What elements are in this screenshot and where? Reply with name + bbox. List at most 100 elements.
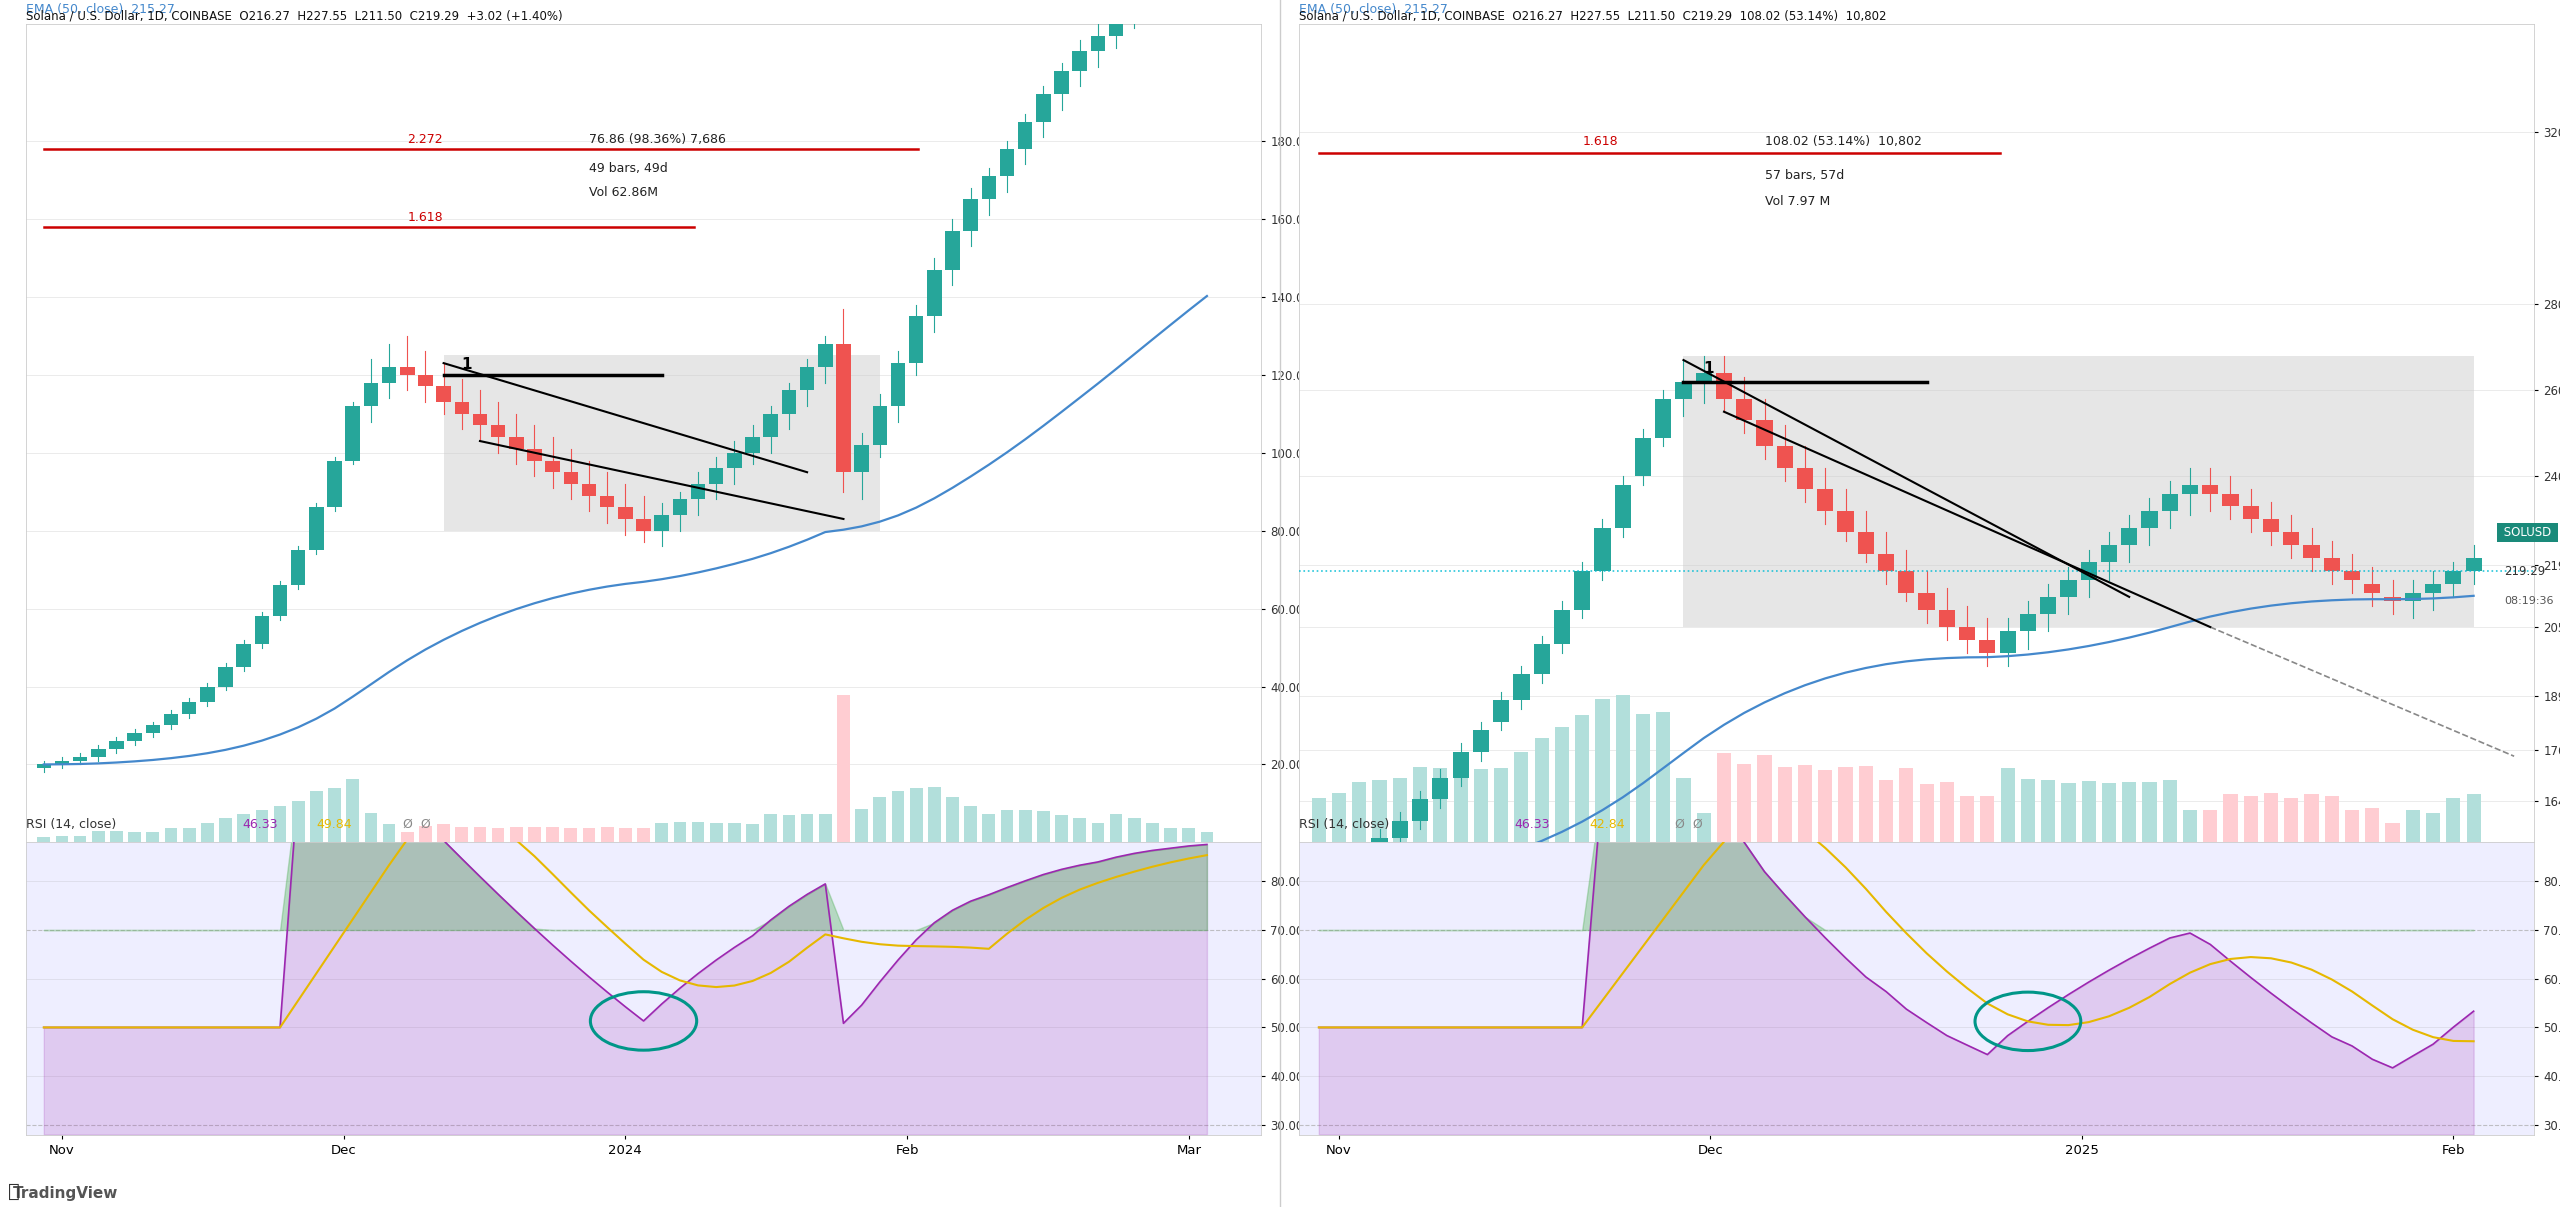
Bar bbox=[1352, 856, 1367, 873]
Bar bbox=[1037, 94, 1050, 122]
Text: ⧸: ⧸ bbox=[8, 1182, 20, 1201]
Bar bbox=[2365, 584, 2381, 593]
Bar bbox=[727, 453, 742, 468]
Bar bbox=[1656, 398, 1672, 438]
Bar bbox=[2345, 810, 2360, 842]
Text: 108.02 (53.14%)  10,802: 108.02 (53.14%) 10,802 bbox=[1764, 135, 1923, 147]
Bar bbox=[220, 818, 233, 842]
Bar bbox=[2304, 546, 2319, 558]
Bar bbox=[945, 231, 960, 269]
Bar bbox=[581, 484, 596, 496]
Bar bbox=[292, 801, 305, 842]
Bar bbox=[1454, 757, 1467, 842]
Text: 08:19:36: 08:19:36 bbox=[2504, 596, 2552, 606]
Bar bbox=[1777, 768, 1792, 842]
Bar bbox=[2445, 571, 2463, 584]
Bar bbox=[2263, 519, 2278, 532]
Text: 49 bars, 49d: 49 bars, 49d bbox=[589, 162, 668, 175]
Bar bbox=[1472, 730, 1490, 752]
Bar bbox=[1434, 768, 1446, 842]
Bar bbox=[655, 823, 668, 842]
Bar bbox=[1818, 489, 1833, 511]
Bar bbox=[146, 725, 161, 734]
Bar bbox=[2122, 527, 2138, 546]
Bar bbox=[1393, 779, 1408, 842]
Bar bbox=[509, 828, 522, 842]
Bar bbox=[783, 815, 796, 842]
Text: Solana / U.S. Dollar, 1D, COINBASE  O216.27  H227.55  L211.50  C219.29  +3.02 (+: Solana / U.S. Dollar, 1D, COINBASE O216.… bbox=[26, 10, 563, 23]
Bar bbox=[2140, 511, 2158, 527]
Bar bbox=[2163, 781, 2176, 842]
Bar bbox=[709, 468, 724, 484]
Bar bbox=[873, 406, 888, 445]
Bar bbox=[819, 815, 832, 842]
Bar bbox=[1475, 769, 1487, 842]
Bar bbox=[980, 176, 996, 199]
Bar bbox=[381, 367, 397, 383]
Bar bbox=[1718, 753, 1731, 842]
Bar bbox=[584, 828, 596, 842]
Bar bbox=[1879, 554, 1894, 571]
Bar bbox=[2386, 823, 2399, 842]
Bar bbox=[763, 414, 778, 437]
Bar bbox=[2383, 597, 2401, 601]
Bar bbox=[399, 367, 415, 375]
Bar bbox=[927, 787, 940, 842]
Text: 49.84: 49.84 bbox=[315, 817, 351, 830]
Bar bbox=[38, 838, 51, 842]
Bar bbox=[1037, 811, 1050, 842]
Bar bbox=[1636, 713, 1651, 842]
Bar bbox=[1574, 715, 1590, 842]
Bar bbox=[1797, 765, 1812, 842]
Bar bbox=[2122, 782, 2135, 842]
Bar bbox=[2061, 783, 2076, 842]
Bar bbox=[1055, 815, 1068, 842]
Bar bbox=[456, 827, 468, 842]
Bar bbox=[2404, 593, 2422, 601]
Bar bbox=[727, 823, 740, 842]
Bar bbox=[2243, 507, 2258, 519]
Bar bbox=[1677, 779, 1690, 842]
Bar bbox=[274, 806, 287, 842]
Bar bbox=[1019, 810, 1032, 842]
Bar bbox=[873, 797, 886, 842]
Bar bbox=[492, 425, 504, 437]
Bar bbox=[2465, 794, 2481, 842]
Bar bbox=[1331, 793, 1347, 842]
Bar bbox=[2263, 793, 2278, 842]
Bar bbox=[1452, 752, 1469, 777]
Text: EMA (50, close)  215.27: EMA (50, close) 215.27 bbox=[1298, 2, 1446, 16]
Bar bbox=[2184, 810, 2196, 842]
Bar bbox=[2324, 795, 2340, 842]
Bar bbox=[1492, 700, 1510, 722]
Bar bbox=[2424, 584, 2442, 593]
Text: 1: 1 bbox=[1705, 361, 1715, 375]
Text: 1.618: 1.618 bbox=[407, 211, 443, 225]
Bar bbox=[965, 805, 978, 842]
Bar bbox=[765, 815, 778, 842]
Bar bbox=[1958, 628, 1976, 640]
Bar bbox=[2081, 562, 2097, 579]
Bar bbox=[2465, 558, 2481, 571]
Bar bbox=[602, 828, 614, 842]
Bar bbox=[1838, 768, 1853, 842]
Bar bbox=[492, 828, 504, 842]
Bar bbox=[1001, 148, 1014, 176]
Bar bbox=[346, 406, 361, 461]
Bar bbox=[2284, 532, 2299, 546]
Bar bbox=[1165, 828, 1178, 842]
Bar bbox=[1981, 795, 1994, 842]
Bar bbox=[1431, 777, 1449, 799]
Bar bbox=[310, 792, 323, 842]
Bar bbox=[417, 375, 433, 386]
Bar bbox=[1897, 571, 1915, 593]
Bar bbox=[164, 828, 177, 842]
Bar bbox=[1656, 712, 1669, 842]
Text: 1.618: 1.618 bbox=[1582, 135, 1618, 147]
Bar bbox=[1073, 818, 1085, 842]
Bar bbox=[236, 643, 251, 667]
Bar bbox=[1495, 768, 1508, 842]
Bar bbox=[1073, 52, 1088, 71]
Bar bbox=[2365, 809, 2378, 842]
Bar bbox=[509, 437, 525, 449]
